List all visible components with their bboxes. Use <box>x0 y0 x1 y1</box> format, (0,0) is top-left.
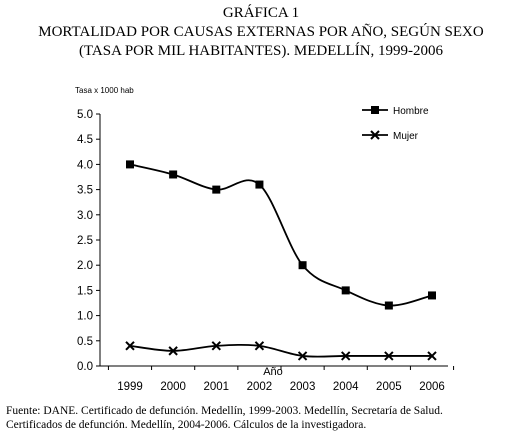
y-axis-label: Tasa x 1000 hab <box>75 86 134 95</box>
data-point-hombre <box>212 185 221 194</box>
data-point-mujer <box>341 351 351 361</box>
data-point-mujer <box>427 351 437 361</box>
x-marker-stroke <box>125 341 135 351</box>
data-point-mujer <box>384 351 394 361</box>
data-point-hombre <box>126 160 134 169</box>
x-ticks: 1999 2000 2001 2002 2003 2004 2005 2006 <box>107 366 455 393</box>
source-line-1: Fuente: DANE. Certificado de defunción. … <box>6 405 443 417</box>
legend-label-hombre: Hombre <box>393 106 429 117</box>
chart-axes <box>99 114 448 367</box>
x-tick-label: 1999 <box>117 381 143 393</box>
figure-title-line-2: (TASA POR MIL HABITANTES). MEDELLÍN, 199… <box>78 43 444 59</box>
legend-marker-hombre <box>371 106 379 114</box>
x-tick-label: 2002 <box>247 381 273 393</box>
x-axis-label: Año <box>263 366 283 378</box>
x-marker-stroke <box>384 351 394 361</box>
x-tick-label: 2006 <box>419 381 445 393</box>
data-point-hombre <box>428 291 436 300</box>
figure-label: GRÁFICA 1 <box>222 5 300 21</box>
x-marker-stroke <box>168 346 178 356</box>
y-tick-label: 4.5 <box>77 134 93 146</box>
data-point-hombre <box>341 286 350 295</box>
legend-marker-mujer <box>370 130 380 140</box>
y-tick-label: 2.0 <box>77 260 93 272</box>
y-tick-label: 2.5 <box>77 235 93 247</box>
legend-label-mujer: Mujer <box>393 131 419 142</box>
source-line-2: Certificados de defunción. Medellín, 200… <box>6 419 367 431</box>
data-point-hombre <box>169 170 178 179</box>
y-tick-label: 5.0 <box>77 109 93 121</box>
data-point-hombre <box>298 261 307 270</box>
x-tick-label: 2000 <box>160 381 186 393</box>
x-marker-stroke <box>341 351 351 361</box>
figure-title-line-1: MORTALIDAD POR CAUSAS EXTERNAS POR AÑO, … <box>38 24 484 40</box>
x-tick-label: 2005 <box>376 381 402 393</box>
x-marker-stroke <box>297 351 308 361</box>
x-tick-label: 2003 <box>290 381 316 393</box>
series-lines <box>125 160 437 361</box>
chart-legend: Hombre Mujer <box>362 106 429 142</box>
y-tick-label: 1.0 <box>77 311 93 323</box>
chart-container: Tasa x 1000 hab 0.0 0.5 1.0 1.5 2.0 2.5 3.0 3.5… <box>0 72 522 402</box>
y-tick-label: 4.0 <box>77 159 93 171</box>
series-line-hombre <box>129 163 433 307</box>
x-tick-label: 2004 <box>333 381 359 393</box>
x-marker-stroke <box>370 130 380 140</box>
data-point-hombre <box>384 301 393 310</box>
x-tick-label: 2001 <box>203 381 229 393</box>
source-note: Fuente: DANE. Certificado de defunción. … <box>6 404 518 432</box>
series-line-mujer <box>129 343 432 358</box>
data-point-mujer <box>297 351 308 361</box>
x-marker-stroke <box>211 341 221 351</box>
x-marker-stroke <box>254 341 265 351</box>
x-marker-stroke <box>427 351 437 361</box>
data-point-mujer <box>125 341 135 351</box>
data-point-hombre <box>255 180 264 189</box>
figure-title-block: GRÁFICA 1 MORTALIDAD POR CAUSAS EXTERNAS… <box>0 4 522 61</box>
y-tick-label: 1.5 <box>77 285 93 297</box>
y-tick-label: 0.5 <box>77 336 93 348</box>
y-tick-label: 3.5 <box>77 185 93 197</box>
data-point-mujer <box>168 346 178 356</box>
y-ticks: 0.0 0.5 1.0 1.5 2.0 2.5 3.0 3.5 4.0 4.5 5.0 <box>77 109 100 373</box>
y-tick-label: 0.0 <box>77 361 93 373</box>
line-chart: Tasa x 1000 hab 0.0 0.5 1.0 1.5 2.0 2.5 3.0 3.5… <box>75 86 455 393</box>
y-tick-label: 3.0 <box>77 210 93 222</box>
data-point-mujer <box>254 341 265 351</box>
data-point-mujer <box>211 341 221 351</box>
